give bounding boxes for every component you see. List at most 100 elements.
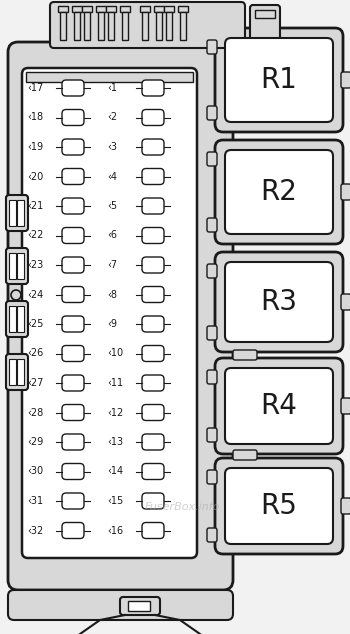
Text: ‹10: ‹10 xyxy=(107,349,123,358)
FancyBboxPatch shape xyxy=(225,468,333,544)
FancyBboxPatch shape xyxy=(207,106,217,120)
Bar xyxy=(156,12,162,40)
Text: ‹11: ‹11 xyxy=(107,378,123,388)
FancyBboxPatch shape xyxy=(62,169,84,184)
FancyBboxPatch shape xyxy=(62,198,84,214)
FancyBboxPatch shape xyxy=(62,287,84,302)
FancyBboxPatch shape xyxy=(62,375,84,391)
Bar xyxy=(98,12,104,40)
FancyBboxPatch shape xyxy=(62,80,84,96)
Text: ‹23: ‹23 xyxy=(27,260,43,270)
Text: ‹24: ‹24 xyxy=(27,290,43,299)
FancyBboxPatch shape xyxy=(142,198,164,214)
Bar xyxy=(120,6,130,12)
FancyBboxPatch shape xyxy=(6,354,28,390)
FancyBboxPatch shape xyxy=(250,5,280,40)
Text: ‹14: ‹14 xyxy=(107,467,123,477)
Bar xyxy=(166,12,172,40)
Bar xyxy=(17,306,24,332)
FancyBboxPatch shape xyxy=(233,450,257,460)
Text: ‹12: ‹12 xyxy=(107,408,123,418)
FancyBboxPatch shape xyxy=(207,470,217,484)
FancyBboxPatch shape xyxy=(207,428,217,442)
FancyBboxPatch shape xyxy=(62,139,84,155)
Text: ‹15: ‹15 xyxy=(107,496,123,506)
FancyBboxPatch shape xyxy=(215,458,343,554)
FancyBboxPatch shape xyxy=(207,218,217,232)
Text: ‹5: ‹5 xyxy=(107,201,117,211)
Bar xyxy=(108,12,114,40)
Bar xyxy=(82,6,92,12)
FancyBboxPatch shape xyxy=(207,528,217,542)
Text: ‹7: ‹7 xyxy=(107,260,117,270)
FancyBboxPatch shape xyxy=(62,463,84,479)
Text: ‹31: ‹31 xyxy=(27,496,43,506)
FancyBboxPatch shape xyxy=(8,590,233,620)
FancyBboxPatch shape xyxy=(62,522,84,538)
Bar xyxy=(96,6,106,12)
Text: ‹18: ‹18 xyxy=(27,112,43,122)
FancyBboxPatch shape xyxy=(215,252,343,352)
FancyBboxPatch shape xyxy=(207,370,217,384)
FancyBboxPatch shape xyxy=(225,262,333,342)
Bar xyxy=(154,6,164,12)
Bar xyxy=(9,359,16,385)
FancyBboxPatch shape xyxy=(50,2,245,48)
Text: ‹3: ‹3 xyxy=(107,142,117,152)
Bar xyxy=(17,359,24,385)
FancyBboxPatch shape xyxy=(215,28,343,132)
Bar xyxy=(74,12,80,40)
Text: R3: R3 xyxy=(260,288,298,316)
Bar xyxy=(84,12,90,40)
FancyBboxPatch shape xyxy=(62,346,84,361)
FancyBboxPatch shape xyxy=(142,316,164,332)
FancyBboxPatch shape xyxy=(142,493,164,509)
Text: R5: R5 xyxy=(260,492,298,520)
FancyBboxPatch shape xyxy=(215,358,343,454)
Bar xyxy=(180,12,186,40)
Bar xyxy=(9,200,16,226)
Text: ‹32: ‹32 xyxy=(27,526,43,536)
FancyBboxPatch shape xyxy=(62,228,84,243)
FancyBboxPatch shape xyxy=(6,248,28,284)
Bar xyxy=(17,253,24,279)
Text: ‹8: ‹8 xyxy=(107,290,117,299)
Text: ‹21: ‹21 xyxy=(27,201,43,211)
Text: ‹27: ‹27 xyxy=(27,378,43,388)
FancyBboxPatch shape xyxy=(142,522,164,538)
FancyBboxPatch shape xyxy=(6,195,28,231)
Bar xyxy=(106,6,116,12)
Bar xyxy=(17,200,24,226)
Text: R2: R2 xyxy=(260,178,298,206)
Bar xyxy=(72,6,82,12)
FancyBboxPatch shape xyxy=(142,287,164,302)
Text: ‹28: ‹28 xyxy=(27,408,43,418)
FancyBboxPatch shape xyxy=(62,493,84,509)
FancyBboxPatch shape xyxy=(8,42,233,590)
Text: ‹30: ‹30 xyxy=(27,467,43,477)
Text: R1: R1 xyxy=(260,66,298,94)
FancyBboxPatch shape xyxy=(341,498,350,514)
FancyBboxPatch shape xyxy=(233,350,257,360)
FancyBboxPatch shape xyxy=(341,294,350,310)
Text: ‹9: ‹9 xyxy=(107,319,117,329)
FancyBboxPatch shape xyxy=(225,150,333,234)
FancyBboxPatch shape xyxy=(62,404,84,420)
Bar xyxy=(26,72,193,82)
FancyBboxPatch shape xyxy=(142,228,164,243)
Bar xyxy=(142,12,148,40)
FancyBboxPatch shape xyxy=(142,346,164,361)
Text: ‹17: ‹17 xyxy=(27,83,43,93)
FancyBboxPatch shape xyxy=(225,38,333,122)
FancyBboxPatch shape xyxy=(207,326,217,340)
Text: ‹2: ‹2 xyxy=(107,112,117,122)
FancyBboxPatch shape xyxy=(22,68,197,558)
Bar xyxy=(60,12,66,40)
Bar xyxy=(255,10,275,18)
Bar xyxy=(128,601,150,611)
Text: ‹22: ‹22 xyxy=(27,231,43,240)
FancyBboxPatch shape xyxy=(142,463,164,479)
FancyBboxPatch shape xyxy=(142,80,164,96)
Bar xyxy=(9,306,16,332)
FancyBboxPatch shape xyxy=(225,368,333,444)
